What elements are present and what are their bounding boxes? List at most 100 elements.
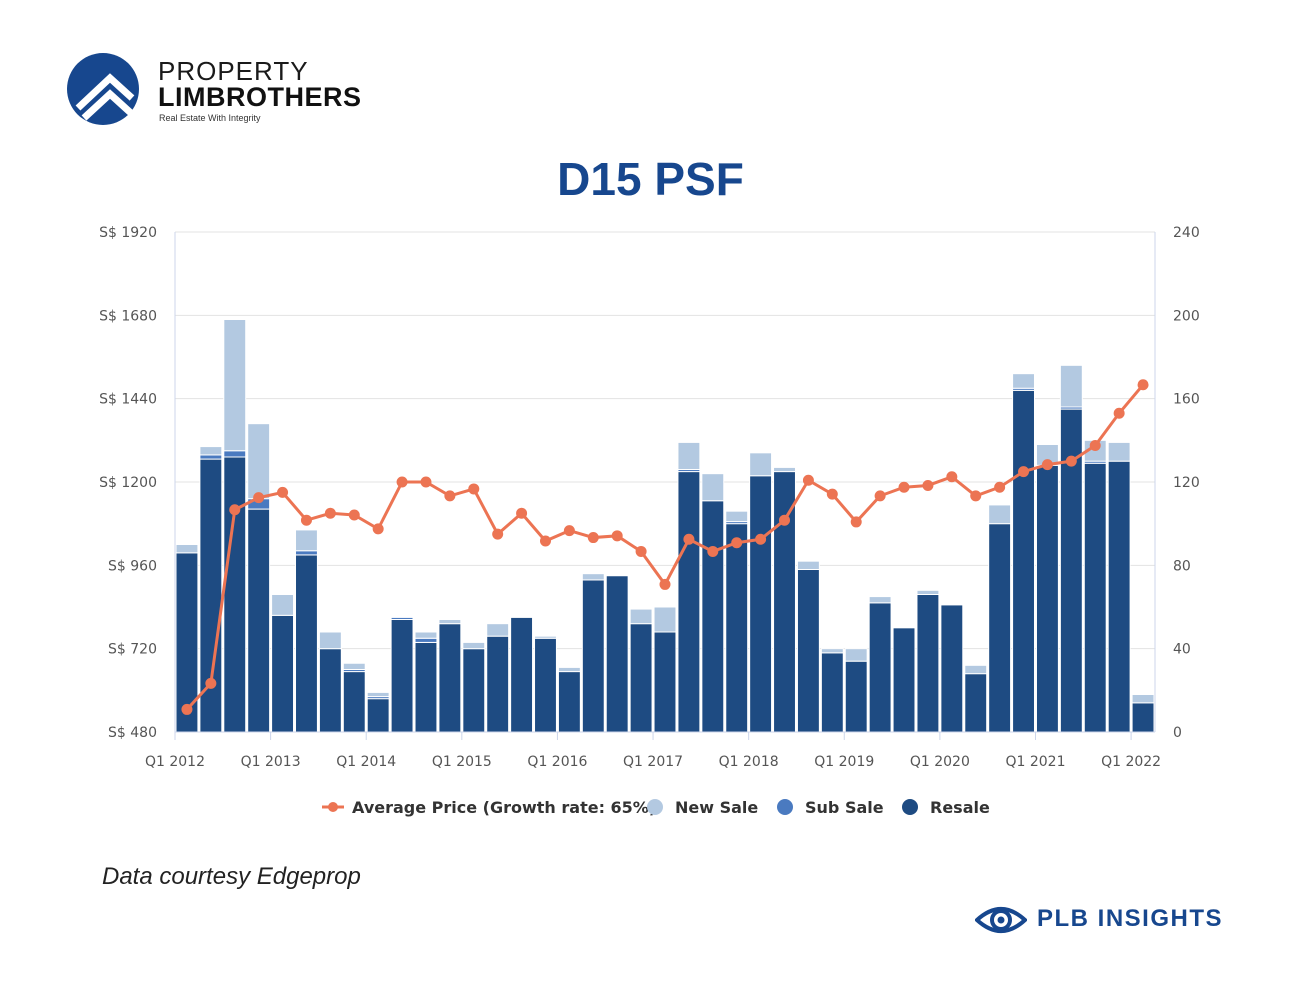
resale-bar: [414, 641, 438, 733]
average-price-point: [300, 514, 312, 526]
resale-bar: [820, 652, 844, 733]
average-price-point: [444, 490, 456, 502]
resale-bar: [964, 673, 988, 733]
average-price-point: [611, 530, 623, 542]
new-sale-bar: [629, 608, 653, 625]
insights-label: PLB INSIGHTS: [1037, 905, 1224, 932]
x-tick-label: Q1 2015: [432, 754, 492, 770]
average-price-point: [516, 507, 528, 519]
resale-bar: [677, 471, 701, 733]
resale-bar: [988, 523, 1012, 733]
new-sale-bar: [438, 619, 462, 625]
new-sale-bar: [295, 529, 318, 552]
brand-line-1: PROPERTY: [158, 56, 309, 86]
resale-bar: [271, 614, 295, 733]
new-sale-bar: [414, 631, 438, 639]
resale-bar: [295, 554, 318, 733]
average-price-point: [1018, 466, 1030, 478]
new-sale-bar: [175, 544, 199, 554]
average-price-point: [253, 492, 265, 504]
legend-label: New Sale: [675, 798, 758, 817]
resale-bar: [1035, 464, 1059, 733]
legend-marker: [647, 799, 663, 815]
resale-bar: [342, 671, 366, 733]
average-price-point: [563, 525, 575, 537]
average-price-point: [539, 535, 551, 547]
y-right-tick-label: 200: [1173, 308, 1200, 324]
resale-bar: [940, 604, 964, 733]
resale-bar: [223, 456, 247, 733]
average-price-point: [1041, 459, 1053, 471]
y-left-tick-label: S$ 960: [108, 558, 157, 574]
y-left-tick-label: S$ 720: [108, 642, 157, 658]
average-price-point: [659, 578, 671, 590]
x-tick-label: Q1 2020: [910, 754, 970, 770]
average-price-point: [1137, 379, 1149, 391]
average-price-point: [683, 533, 695, 545]
new-sale-bar: [486, 623, 510, 637]
legend: Average Price (Growth rate: 65%) New Sale…: [322, 798, 990, 817]
new-sale-bar: [534, 635, 557, 639]
brand-logo: PROPERTY LIMBROTHERS Real Estate With In…: [66, 52, 386, 132]
line-series: [181, 379, 1149, 715]
sub-sale-bar: [414, 637, 438, 643]
y-left-tick-label: S$ 1200: [99, 475, 157, 491]
average-price-point: [898, 481, 910, 493]
page-title: D15 PSF: [557, 153, 744, 205]
y-right-tick-label: 40: [1173, 642, 1191, 658]
new-sale-bar: [653, 606, 677, 633]
resale-bar: [557, 671, 581, 733]
new-sale-bar: [1131, 694, 1155, 704]
resale-bar: [701, 500, 725, 733]
average-price-point: [946, 471, 958, 483]
resale-bar: [390, 619, 414, 733]
new-sale-bar: [557, 666, 581, 673]
resale-bar: [916, 594, 940, 733]
average-price-point: [277, 486, 289, 498]
average-price-point: [181, 703, 193, 715]
bar-series: [175, 319, 1155, 733]
y-right-tick-label: 120: [1173, 475, 1200, 491]
resale-bar: [868, 602, 892, 733]
average-price-point: [1089, 440, 1101, 452]
resale-bar: [725, 523, 749, 733]
y-left-tick-label: S$ 1920: [99, 225, 157, 241]
resale-bar: [318, 648, 342, 733]
resale-bar: [796, 569, 820, 733]
plb-insights-logo: PLB INSIGHTS: [975, 900, 1245, 940]
average-price-point: [396, 476, 408, 488]
average-price-point: [1113, 407, 1125, 419]
resale-bar: [247, 508, 271, 733]
new-sale-bar: [1059, 364, 1083, 408]
average-price-point: [324, 507, 336, 519]
x-tick-label: Q1 2017: [623, 754, 683, 770]
average-price-point: [707, 545, 719, 557]
new-sale-bar: [796, 560, 820, 570]
average-price-point: [1065, 455, 1077, 467]
average-price-point: [755, 533, 767, 545]
resale-bar: [605, 575, 629, 733]
new-sale-bar: [988, 504, 1012, 525]
new-sale-bar: [199, 446, 223, 456]
new-sale-bar: [223, 319, 247, 452]
y-right-tick-label: 240: [1173, 225, 1200, 241]
new-sale-bar: [1107, 441, 1131, 462]
average-price-point: [229, 504, 241, 516]
resale-bar: [1083, 462, 1107, 733]
resale-bar: [581, 579, 605, 733]
x-tick-label: Q1 2022: [1101, 754, 1161, 770]
legend-marker: [902, 799, 918, 815]
new-sale-bar: [581, 573, 605, 581]
resale-bar: [1012, 389, 1035, 733]
resale-bar: [653, 631, 677, 733]
average-price-point: [587, 532, 599, 544]
average-price-point: [492, 528, 504, 540]
resale-bar: [462, 648, 486, 733]
legend-marker: [777, 799, 793, 815]
average-price-point: [922, 479, 934, 491]
average-price-point: [420, 476, 432, 488]
resale-bar: [1107, 460, 1131, 733]
average-price-point: [826, 488, 838, 500]
new-sale-bar: [247, 423, 271, 500]
y-right-tick-label: 160: [1173, 392, 1200, 408]
